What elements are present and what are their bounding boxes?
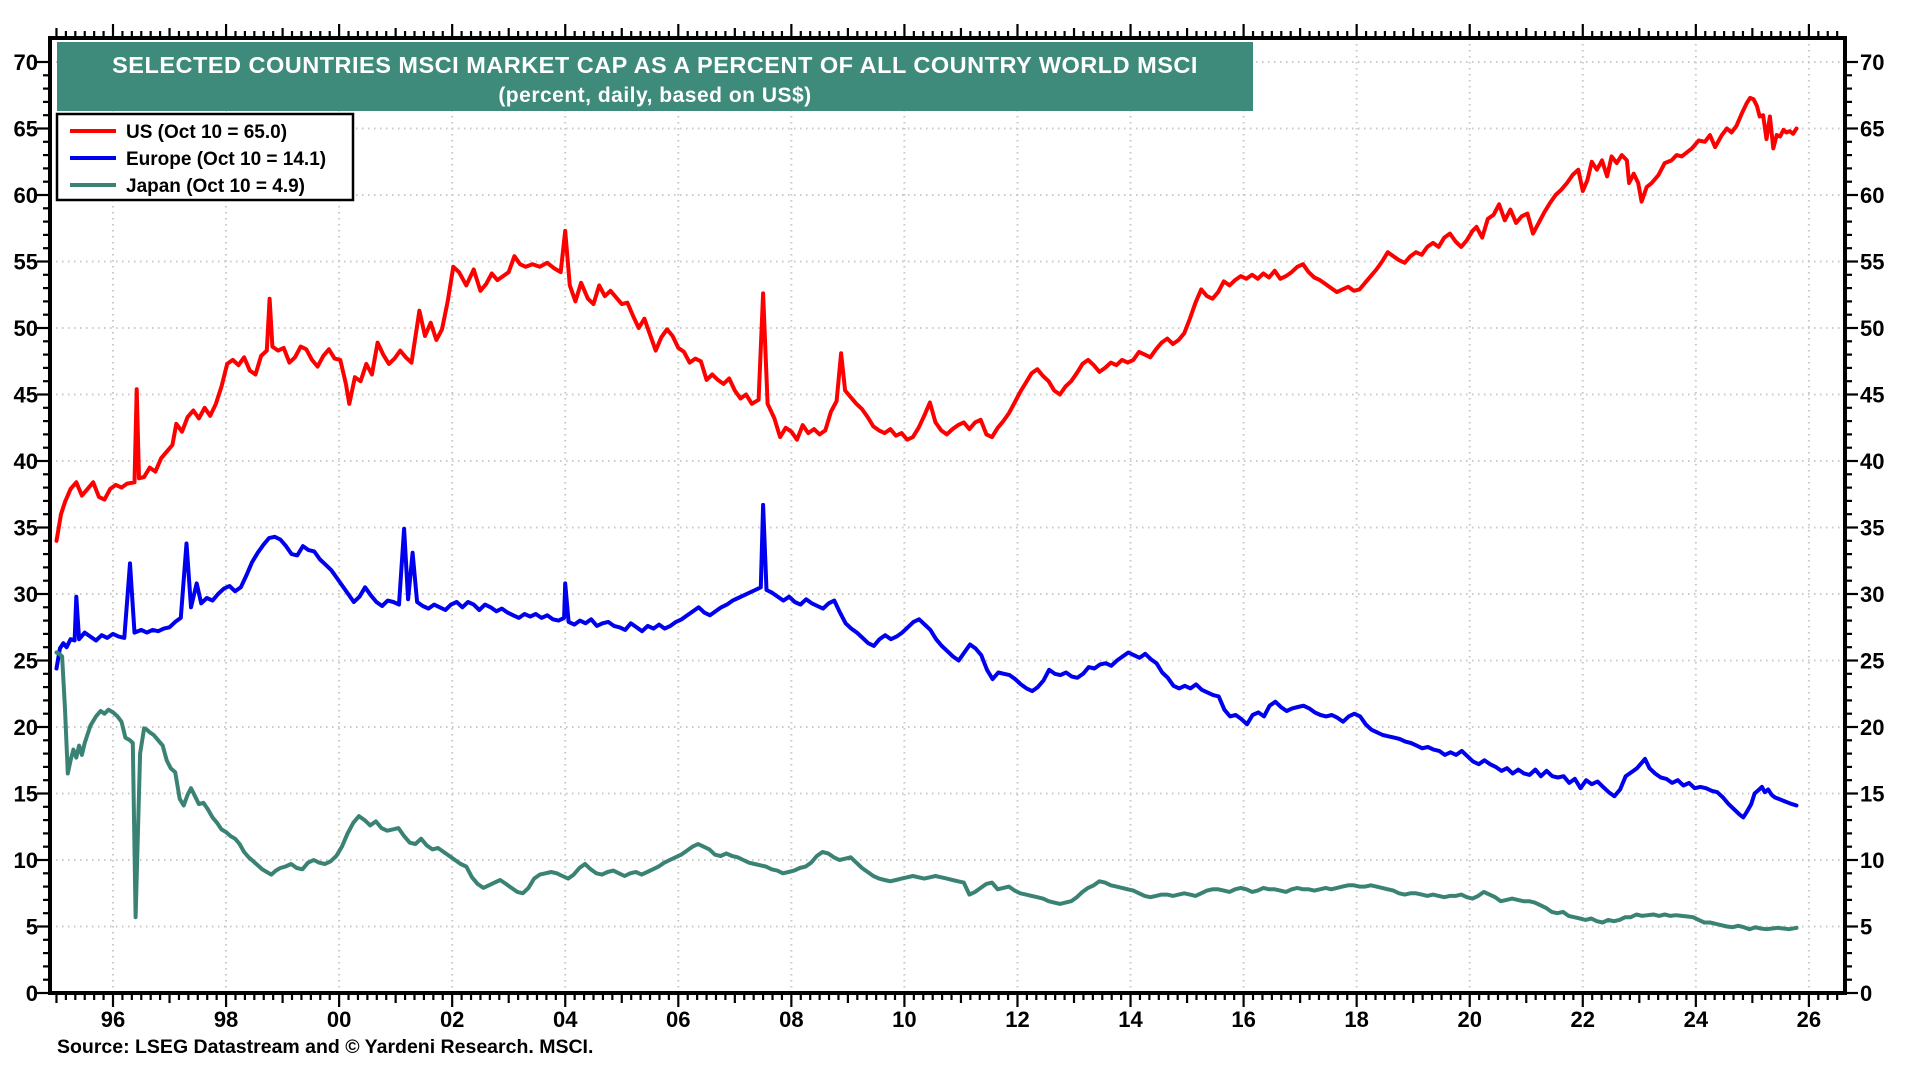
series-line-japan	[54, 650, 1799, 932]
axis-ticks	[37, 24, 1858, 1007]
x-axis-label: 10	[892, 1007, 916, 1032]
y-axis-label-right: 55	[1860, 250, 1884, 275]
y-axis-label-left: 25	[14, 649, 38, 674]
y-axis-label-right: 5	[1860, 915, 1872, 940]
y-axis-label-right: 30	[1860, 582, 1884, 607]
legend-item-japan: Japan (Oct 10 = 4.9)	[70, 176, 305, 197]
x-axis-label: 26	[1797, 1007, 1821, 1032]
legend-item-us: US (Oct 10 = 65.0)	[70, 122, 287, 143]
y-axis-label-right: 65	[1860, 117, 1884, 142]
x-axis-label: 04	[553, 1007, 578, 1032]
y-axis-label-left: 15	[14, 782, 38, 807]
x-axis-label: 02	[440, 1007, 464, 1032]
y-axis-label-right: 25	[1860, 649, 1884, 674]
chart-subtitle: (percent, daily, based on US$)	[498, 84, 811, 107]
y-axis-label-left: 30	[14, 582, 38, 607]
y-axis-label-left: 55	[14, 250, 38, 275]
x-axis-label: 08	[779, 1007, 803, 1032]
legend-label-europe: Europe (Oct 10 = 14.1)	[126, 149, 326, 170]
x-axis-label: 20	[1457, 1007, 1481, 1032]
x-axis-label: 16	[1231, 1007, 1255, 1032]
x-axis-label: 22	[1571, 1007, 1595, 1032]
series-line-us	[54, 95, 1799, 543]
title-banner-background	[57, 42, 1253, 111]
legend-label-japan: Japan (Oct 10 = 4.9)	[126, 176, 305, 197]
y-axis-label-right: 20	[1860, 715, 1884, 740]
y-axis-label-right: 60	[1860, 183, 1884, 208]
y-axis-label-right: 0	[1860, 981, 1872, 1006]
legend-label-us: US (Oct 10 = 65.0)	[126, 122, 287, 143]
x-axis-label: 12	[1005, 1007, 1029, 1032]
series-lines	[54, 95, 1799, 932]
y-axis-label-right: 40	[1860, 449, 1884, 474]
x-axis-label: 14	[1118, 1007, 1143, 1032]
y-axis-label-right: 15	[1860, 782, 1884, 807]
y-axis-label-left: 40	[14, 449, 38, 474]
y-axis-label-left: 5	[26, 915, 38, 940]
x-axis-label: 24	[1684, 1007, 1709, 1032]
y-axis-label-right: 45	[1860, 383, 1884, 408]
y-axis-label-left: 10	[14, 848, 38, 873]
y-axis-label-left: 20	[14, 715, 38, 740]
y-axis-label-left: 0	[26, 981, 38, 1006]
axis-tick-labels: 96 98 00 02 04 06 08 10 12 14 16 18 20 22 24 260 05 510 10…	[14, 50, 1885, 1032]
y-axis-label-right: 10	[1860, 848, 1884, 873]
source-note: Source: LSEG Datastream and © Yardeni Re…	[57, 1036, 593, 1058]
x-axis-label: 18	[1344, 1007, 1368, 1032]
series-line-europe	[54, 502, 1799, 820]
y-axis-label-left: 70	[14, 50, 38, 75]
x-axis-label: 98	[214, 1007, 238, 1032]
y-axis-label-right: 35	[1860, 516, 1884, 541]
y-axis-label-right: 50	[1860, 316, 1884, 341]
y-axis-label-right: 70	[1860, 50, 1884, 75]
title-banner: SELECTED COUNTRIES MSCI MARKET CAP AS A …	[57, 42, 1253, 111]
y-axis-label-left: 50	[14, 316, 38, 341]
legend: US (Oct 10 = 65.0) Europe (Oct 10 = 14.1…	[55, 112, 355, 202]
y-axis-label-left: 60	[14, 183, 38, 208]
y-axis-label-left: 65	[14, 117, 38, 142]
x-axis-label: 06	[666, 1007, 690, 1032]
chart-title: SELECTED COUNTRIES MSCI MARKET CAP AS A …	[112, 52, 1198, 78]
plot-frame	[48, 36, 1847, 995]
legend-item-europe: Europe (Oct 10 = 14.1)	[70, 149, 326, 170]
x-axis-label: 96	[101, 1007, 125, 1032]
x-axis-label: 00	[327, 1007, 351, 1032]
y-axis-label-left: 45	[14, 383, 38, 408]
y-axis-label-left: 35	[14, 516, 38, 541]
